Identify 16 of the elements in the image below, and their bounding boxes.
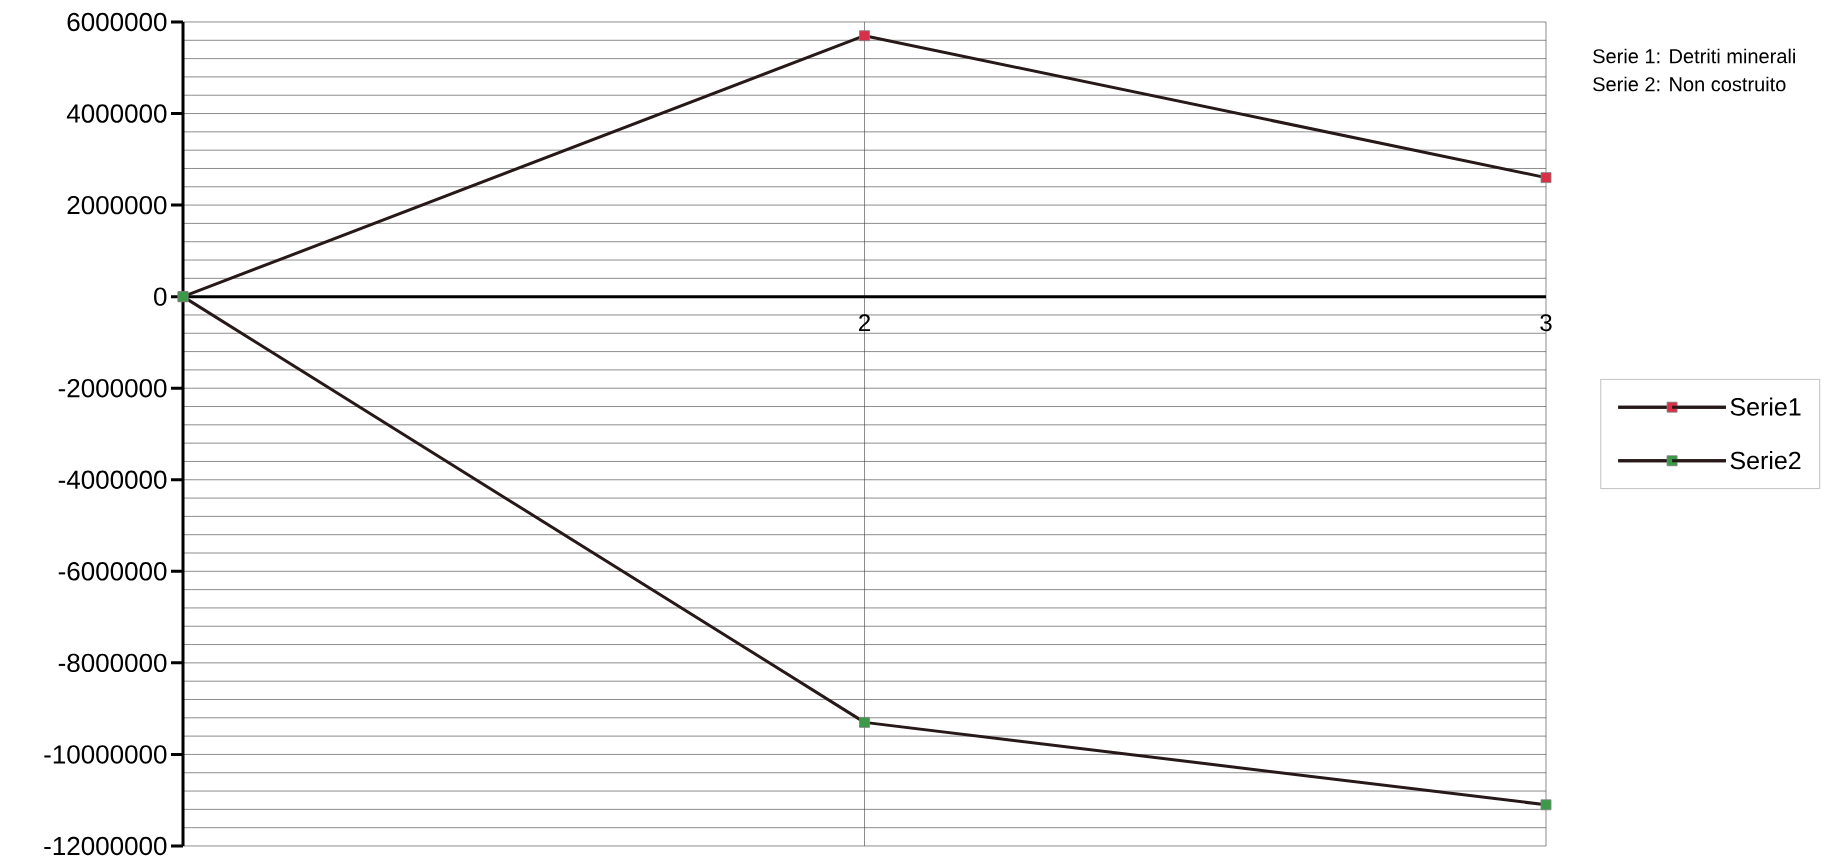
legend-label: Serie1 — [1730, 397, 1801, 416]
y-tick-label: -8000000 — [58, 653, 167, 673]
y-tick-label: -12000000 — [44, 836, 167, 856]
y-tick-label: -10000000 — [44, 745, 167, 764]
y-tick-label: -6000000 — [58, 562, 167, 581]
x-tick-label: 3 — [1540, 314, 1552, 332]
y-tick-label: -4000000 — [58, 470, 167, 489]
y-tick-label: 2000000 — [67, 195, 167, 215]
y-tick-label: 4000000 — [66, 104, 167, 123]
text: Serie 2: Non costruito — [1593, 76, 1786, 92]
x-tick-label: 2 — [859, 314, 870, 331]
y-tick-label: 0 — [154, 287, 167, 306]
legend-label: Serie2 — [1730, 450, 1801, 470]
y-tick-label: -2000000 — [58, 379, 167, 398]
text: Serie 1: Detriti minerali — [1593, 48, 1795, 64]
y-tick-label: 6000000 — [67, 12, 167, 32]
